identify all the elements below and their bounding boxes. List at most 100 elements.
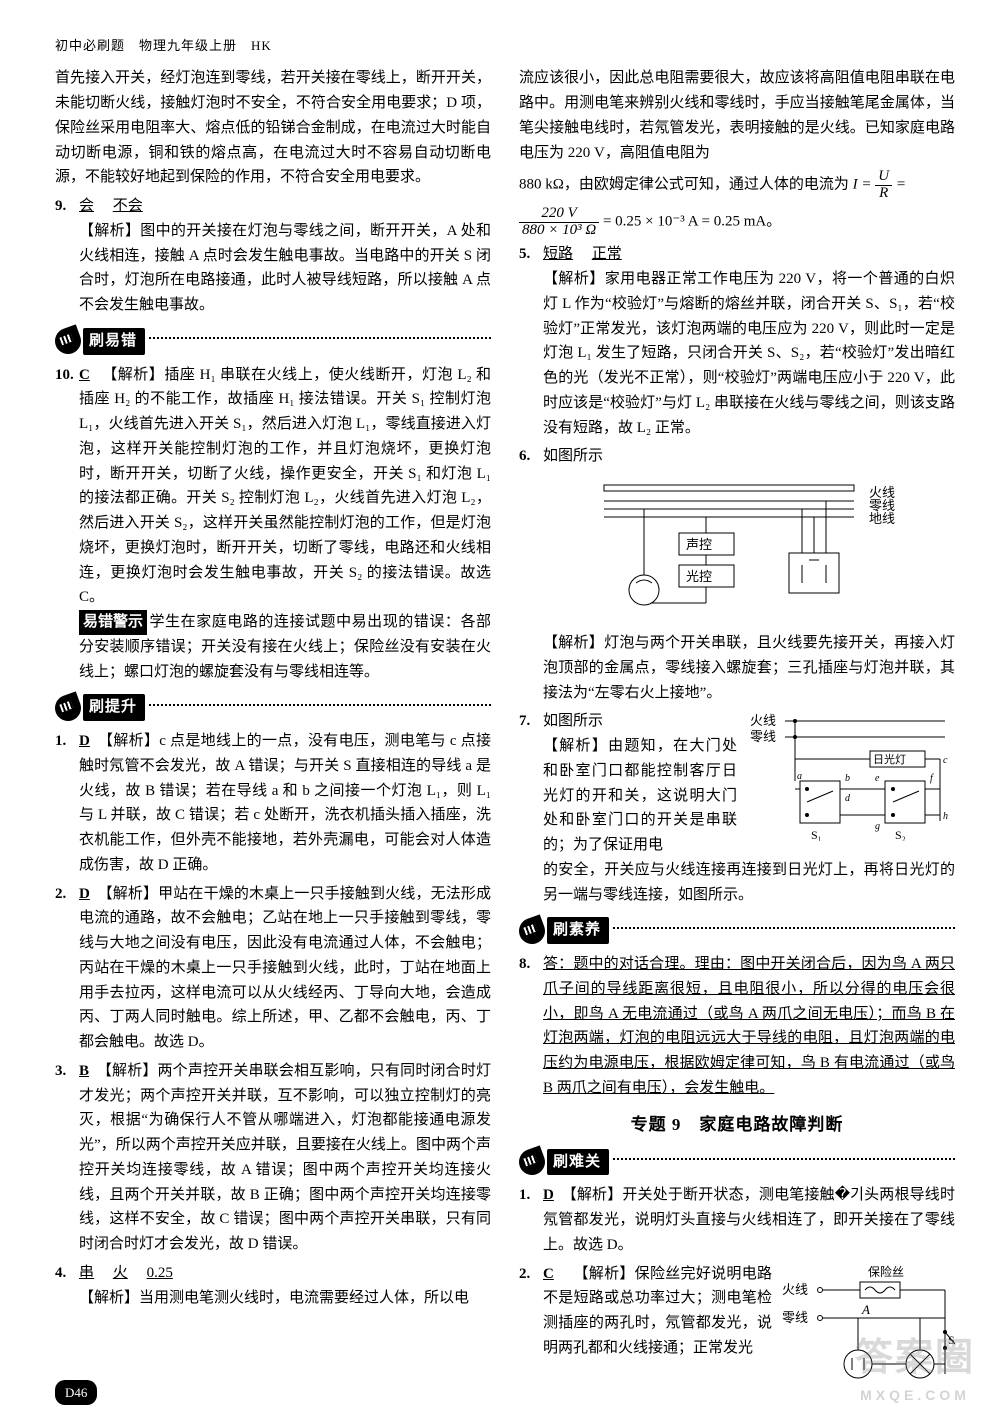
q9-answer1: 会 xyxy=(79,198,94,214)
svg-text:a: a xyxy=(797,771,802,782)
question-9: 9. 会 不会 【解析】图中的开关接在灯泡与零线之间，断开开关，A 处和火线相连… xyxy=(55,194,491,318)
t1-explanation: 【解析】开关处于断开状态，测电笔接触�기头两根导线时氖管都发光，说明灯头直接与火… xyxy=(543,1187,955,1253)
l1-number: 1. xyxy=(55,729,79,878)
left-column: 首先接入开关，经灯泡连到零线，若开关接在零线上，断开开关，未能切断火线，接触灯泡… xyxy=(55,66,491,1396)
svg-text:火线: 火线 xyxy=(750,713,776,728)
badge-label: 刷素养 xyxy=(547,917,609,944)
svg-text:c: c xyxy=(943,755,948,766)
topic-q1: 1. D 【解析】开关处于断开状态，测电笔接触�기头两根导线时氖管都发光，说明灯… xyxy=(519,1183,955,1257)
watermark-sub: MXQE.COM xyxy=(855,1384,975,1407)
two-column-layout: 首先接入开关，经灯泡连到零线，若开关接在零线上，断开开关，未能切断火线，接触灯泡… xyxy=(55,66,955,1396)
brush-icon xyxy=(515,1145,548,1178)
l1-answer: D xyxy=(79,733,90,749)
frac-220: 220 V880 × 10³ Ω xyxy=(519,206,599,239)
svg-text:d: d xyxy=(845,793,851,804)
r7-number: 7. xyxy=(519,709,543,907)
brush-icon xyxy=(515,914,548,947)
l3-explanation: 【解析】两个声控开关串联会相互影响，只有同时闭合时灯才发光；两个声控开关并联，互… xyxy=(79,1063,491,1252)
r7-explanation-b: 的安全，开关应与火线连接再连接到日光灯上，再将日光灯的另一端与零线连接，如图所示… xyxy=(543,858,955,908)
r8-ans-body: 题中的对话合理。理由：图中开关闭合后，因为鸟 A 两只爪子间的导线距离很短，且电… xyxy=(543,956,955,1096)
section-badge-shua-tisheng: 刷提升 xyxy=(55,694,491,721)
svg-text:S₁: S₁ xyxy=(811,828,822,841)
svg-text:光控: 光控 xyxy=(686,569,712,584)
watermark-main: 答案圈 xyxy=(855,1337,975,1379)
svg-text:地线: 地线 xyxy=(869,511,895,526)
t2-explanation: 【解析】保险丝完好说明电路不是短路或总功率过大；测电笔检测插座的两孔时，氖管都发… xyxy=(543,1266,772,1356)
svg-text:A: A xyxy=(861,1302,870,1317)
dotted-rule xyxy=(149,704,491,706)
t1-number: 1. xyxy=(519,1183,543,1257)
badge-label: 刷难关 xyxy=(547,1149,609,1176)
l3-number: 3. xyxy=(55,1059,79,1257)
t2-number: 2. xyxy=(519,1262,543,1393)
r8-ans-head: 答： xyxy=(543,956,573,972)
svg-text:火线: 火线 xyxy=(782,1282,808,1297)
section-badge-shua-yicuo: 刷易错 xyxy=(55,328,491,355)
r7-answer: 如图所示 xyxy=(543,713,603,729)
svg-text:保险丝: 保险丝 xyxy=(868,1264,904,1279)
svg-text:S₂: S₂ xyxy=(895,828,906,841)
right-q8: 8. 答：题中的对话合理。理由：图中开关闭合后，因为鸟 A 两只爪子间的导线距离… xyxy=(519,952,955,1101)
svg-text:零线: 零线 xyxy=(782,1310,808,1325)
r5-number: 5. xyxy=(519,242,543,440)
right-cont-b: 880 kΩ，由欧姆定律公式可知，通过人体的电流为 I = UR = xyxy=(519,169,955,202)
q10-number: 10. xyxy=(55,363,79,685)
svg-text:b: b xyxy=(845,773,850,784)
section-badge-shua-nanguan: 刷难关 xyxy=(519,1149,955,1176)
frac-UR: UR xyxy=(875,169,892,202)
l4-answer2: 火 xyxy=(113,1265,128,1281)
q10-explanation: 【解析】插座 H₁ 串联在火线上，使火线断开，灯泡 L₂ 和插座 H₂ 的不能工… xyxy=(79,367,491,606)
r8-number: 8. xyxy=(519,952,543,1101)
question-10: 10. C 【解析】插座 H₁ 串联在火线上，使火线断开，灯泡 L₂ 和插座 H… xyxy=(55,363,491,685)
continuation-paragraph: 首先接入开关，经灯泡连到零线，若开关接在零线上，断开开关，未能切断火线，接触灯泡… xyxy=(55,66,491,190)
topic-9-title: 专题 9 家庭电路故障判断 xyxy=(519,1111,955,1139)
l1-explanation: 【解析】c 点是地线上的一点，没有电压，测电笔与 c 点接触时氖管不会发光，故 … xyxy=(79,733,491,873)
q10-answer: C xyxy=(79,367,90,383)
l4-answer1: 串 xyxy=(79,1265,94,1281)
page-number: D46 xyxy=(55,1380,97,1405)
r5-answer2: 正常 xyxy=(592,246,622,262)
svg-text:日光灯: 日光灯 xyxy=(873,752,906,766)
svg-text:g: g xyxy=(875,821,880,832)
l4-explanation: 【解析】当用测电笔测火线时，电流需要经过人体，所以电 xyxy=(79,1286,491,1311)
l4-number: 4. xyxy=(55,1261,79,1311)
eq-lead: 880 kΩ，由欧姆定律公式可知，通过人体的电流为 xyxy=(519,177,853,193)
r6-number: 6. xyxy=(519,444,543,705)
t2-answer: C xyxy=(543,1266,554,1282)
section-badge-shua-suyang: 刷素养 xyxy=(519,917,955,944)
badge-label: 刷易错 xyxy=(83,328,145,355)
r5-explanation: 【解析】家用电器正常工作电压为 220 V，将一个普通的白炽灯 L 作为“校验灯… xyxy=(543,267,955,440)
dotted-rule xyxy=(149,337,491,339)
right-cont-a: 流应该很小，因此总电阻需要很大，故应该将高阻值电阻串联在电路中。用测电笔来辨别火… xyxy=(519,66,955,165)
eq-I: I xyxy=(853,177,858,193)
eq2-tail: = 0.25 × 10⁻³ A = 0.25 mA。 xyxy=(603,214,781,230)
q9-number: 9. xyxy=(55,194,79,318)
svg-text:h: h xyxy=(943,811,948,822)
l2-answer: D xyxy=(79,886,90,902)
brush-icon xyxy=(51,691,84,724)
dotted-rule xyxy=(613,927,955,929)
l2-number: 2. xyxy=(55,882,79,1055)
svg-text:e: e xyxy=(875,773,880,784)
l2-explanation: 【解析】甲站在干燥的木桌上一只手接触到火线，无法形成电流的通路，故不会触电；乙站… xyxy=(79,886,491,1051)
right-q5: 5. 短路 正常 【解析】家用电器正常工作电压为 220 V，将一个普通的白炽灯… xyxy=(519,242,955,440)
badge-label: 刷提升 xyxy=(83,694,145,721)
page-header: 初中必刷题 物理九年级上册 HK xyxy=(55,35,955,56)
right-q6: 6. 如图所示 火线 零线 地线 声控 光控 xyxy=(519,444,955,705)
right-eq2: 220 V880 × 10³ Ω = 0.25 × 10⁻³ A = 0.25 … xyxy=(519,206,955,239)
figure-6: 火线 零线 地线 声控 光控 xyxy=(584,475,914,625)
l4-answer3: 0.25 xyxy=(147,1265,173,1281)
watermark: 答案圈 MXQE.COM xyxy=(855,1327,975,1407)
brush-icon xyxy=(51,325,84,358)
left-q3: 3. B 【解析】两个声控开关串联会相互影响，只有同时闭合时灯才发光；两个声控开… xyxy=(55,1059,491,1257)
svg-text:f: f xyxy=(930,773,934,784)
l3-answer: B xyxy=(79,1063,89,1079)
r5-answer1: 短路 xyxy=(543,246,573,262)
q9-answer2: 不会 xyxy=(113,198,143,214)
q9-explanation: 【解析】图中的开关接在灯泡与零线之间，断开开关，A 处和火线相连，接触 A 点时… xyxy=(79,219,491,318)
r6-answer: 如图所示 xyxy=(543,448,603,464)
t1-answer: D xyxy=(543,1187,554,1203)
warn-tag: 易错警示 xyxy=(79,610,147,635)
r6-explanation: 【解析】灯泡与两个开关串联，且火线要先接开关，再接入灯泡顶部的金属点，零线接入螺… xyxy=(543,631,955,705)
figure-7: 火线 零线 日光灯 S₁ S₂ xyxy=(745,711,955,841)
